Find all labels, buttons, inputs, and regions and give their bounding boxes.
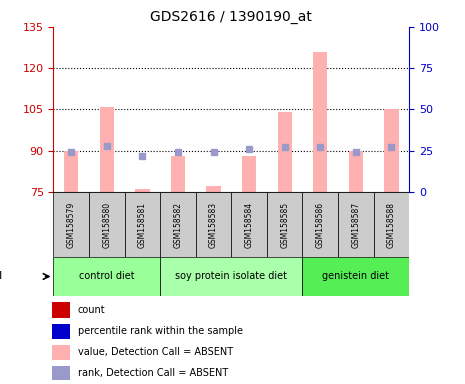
Bar xyxy=(135,189,150,192)
Text: GSM158586: GSM158586 xyxy=(316,202,325,248)
Bar xyxy=(160,192,196,257)
Text: protocol: protocol xyxy=(0,271,2,281)
Text: GSM158588: GSM158588 xyxy=(387,202,396,248)
Bar xyxy=(232,192,267,257)
Bar xyxy=(374,192,409,257)
Text: rank, Detection Call = ABSENT: rank, Detection Call = ABSENT xyxy=(78,368,228,378)
Text: GSM158582: GSM158582 xyxy=(173,202,182,248)
Bar xyxy=(384,109,399,192)
Text: GSM158581: GSM158581 xyxy=(138,202,147,248)
Text: GSM158580: GSM158580 xyxy=(102,202,111,248)
Bar xyxy=(53,192,89,257)
Bar xyxy=(303,257,409,296)
Title: GDS2616 / 1390190_at: GDS2616 / 1390190_at xyxy=(150,10,312,25)
Bar xyxy=(52,303,70,318)
Text: control diet: control diet xyxy=(79,271,135,281)
Bar xyxy=(125,192,160,257)
Bar xyxy=(313,52,327,192)
Text: GSM158579: GSM158579 xyxy=(67,202,76,248)
Bar xyxy=(303,192,338,257)
Bar xyxy=(160,257,303,296)
Bar xyxy=(267,192,303,257)
Text: GSM158585: GSM158585 xyxy=(280,202,289,248)
Text: percentile rank within the sample: percentile rank within the sample xyxy=(78,326,243,336)
Bar xyxy=(171,156,185,192)
Text: genistein diet: genistein diet xyxy=(322,271,389,281)
Text: GSM158583: GSM158583 xyxy=(209,202,218,248)
Bar xyxy=(53,257,160,296)
Bar xyxy=(89,192,125,257)
Text: value, Detection Call = ABSENT: value, Detection Call = ABSENT xyxy=(78,347,233,357)
Text: GSM158584: GSM158584 xyxy=(245,202,253,248)
Bar xyxy=(349,151,363,192)
Bar xyxy=(100,107,114,192)
Text: soy protein isolate diet: soy protein isolate diet xyxy=(175,271,287,281)
Bar xyxy=(64,151,79,192)
Bar xyxy=(242,156,256,192)
Bar xyxy=(278,112,292,192)
Bar xyxy=(52,345,70,360)
Bar xyxy=(196,192,232,257)
Bar xyxy=(338,192,374,257)
Bar xyxy=(52,366,70,381)
Text: GSM158587: GSM158587 xyxy=(352,202,360,248)
Bar xyxy=(206,187,221,192)
Text: count: count xyxy=(78,305,106,315)
Bar xyxy=(52,324,70,339)
